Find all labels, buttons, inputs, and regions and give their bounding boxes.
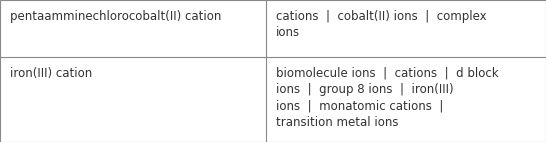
- Text: iron(III) cation: iron(III) cation: [10, 67, 92, 80]
- Text: cations  |  cobalt(II) ions  |  complex
ions: cations | cobalt(II) ions | complex ions: [276, 10, 487, 39]
- Text: biomolecule ions  |  cations  |  d block
ions  |  group 8 ions  |  iron(III)
ion: biomolecule ions | cations | d block ion…: [276, 67, 499, 129]
- Text: pentaamminechlorocobalt(II) cation: pentaamminechlorocobalt(II) cation: [10, 10, 221, 23]
